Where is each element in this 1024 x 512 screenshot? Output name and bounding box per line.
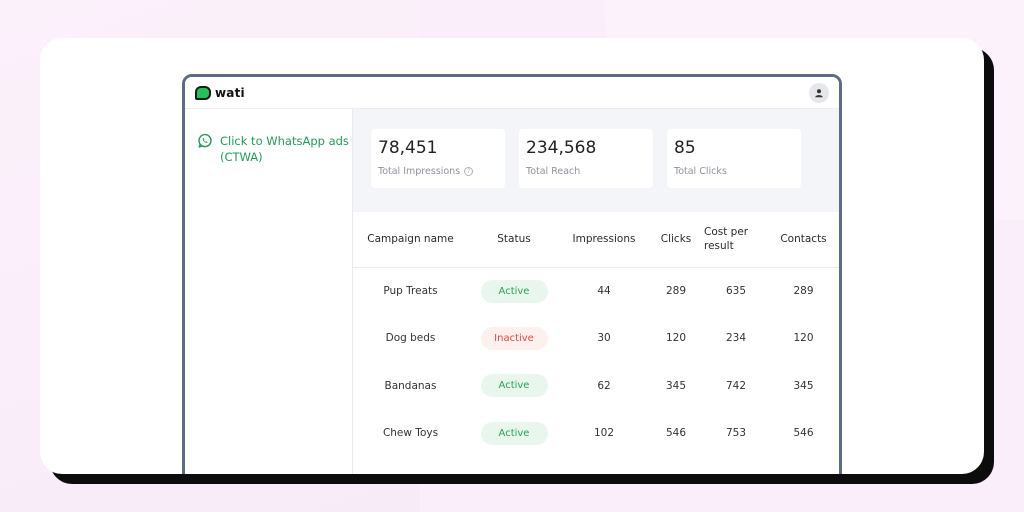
cell-clicks: 289	[665, 285, 687, 297]
stat-label: Total Clicks	[674, 166, 727, 177]
status-badge: Active	[480, 279, 548, 303]
col-header-contacts[interactable]: Contacts	[780, 233, 827, 246]
stat-card-impressions: 78,451 Total Impressions ?	[371, 129, 505, 188]
wati-logo[interactable]: wati	[195, 85, 245, 100]
cell-contacts: 546	[793, 427, 814, 440]
cell-campaign-name: Dog beds	[385, 332, 436, 345]
user-icon	[815, 88, 823, 97]
user-avatar[interactable]	[809, 82, 829, 103]
col-header-cost[interactable]: Cost per result	[704, 226, 749, 253]
app-window: wati Click to WhatsApp ads (CTWA)	[182, 74, 842, 474]
cell-impressions: 44	[597, 285, 611, 297]
info-icon[interactable]: ?	[464, 167, 474, 176]
table-row[interactable]: Chew Toys Active 102 546 753 546	[353, 410, 839, 458]
table-row[interactable]: Dog beds Inactive 30 120 234 120	[353, 315, 839, 363]
sidebar-item-label: Click to WhatsApp ads (CTWA)	[220, 134, 349, 164]
cell-campaign-name: Pup Treats	[383, 285, 438, 297]
cell-impressions: 62	[597, 379, 611, 392]
status-badge: Active	[480, 421, 548, 445]
cell-clicks: 546	[665, 427, 687, 440]
cell-campaign-name: Bandanas	[384, 379, 437, 392]
cell-contacts: 289	[793, 285, 814, 297]
sidebar: Click to WhatsApp ads (CTWA)	[185, 109, 353, 474]
col-header-impressions[interactable]: Impressions	[572, 233, 636, 246]
status-badge: Inactive	[480, 326, 548, 350]
stat-card-clicks: 85 Total Clicks	[667, 129, 801, 188]
preview-card: wati Click to WhatsApp ads (CTWA)	[40, 38, 984, 474]
cell-status: Active	[468, 362, 560, 410]
stat-value: 234,568	[526, 138, 597, 158]
whatsapp-icon	[198, 133, 212, 148]
stat-label: Total Impressions	[378, 166, 461, 177]
cell-contacts: 120	[793, 332, 814, 345]
col-header-status[interactable]: Status	[497, 233, 531, 246]
stat-label-wrapper: Total Impressions ?	[378, 166, 505, 177]
stat-value: 78,451	[378, 138, 438, 158]
cell-cost: 753	[725, 427, 747, 440]
cell-cost: 742	[725, 379, 747, 392]
stat-card-reach: 234,568 Total Reach	[519, 129, 653, 188]
stat-value: 85	[674, 138, 696, 158]
main-panel: 78,451 Total Impressions ? 234,568 Total…	[353, 109, 839, 474]
cell-campaign-name: Chew Toys	[382, 427, 439, 440]
col-header-campaign[interactable]: Campaign name	[367, 233, 454, 246]
cell-status: Active	[468, 267, 560, 315]
sidebar-item-ctwa[interactable]: Click to WhatsApp ads (CTWA)	[197, 133, 352, 165]
cell-status: Active	[468, 410, 560, 458]
logo-text: wati	[215, 85, 245, 100]
col-header-clicks[interactable]: Clicks	[660, 233, 692, 246]
chat-bubble-logo-icon	[195, 85, 211, 100]
table-header-row: Campaign name Status Impressions Clicks …	[353, 212, 839, 267]
table-row[interactable]: Pup Treats Active 44 289 635 289	[353, 267, 839, 315]
campaign-table: Campaign name Status Impressions Clicks …	[353, 212, 839, 457]
cell-clicks: 120	[665, 332, 687, 345]
cell-impressions: 30	[597, 332, 611, 345]
cell-cost: 635	[725, 285, 747, 297]
cell-status: Inactive	[468, 315, 560, 363]
top-bar: wati	[185, 77, 839, 109]
app-content: Click to WhatsApp ads (CTWA) 78,451 Tota…	[185, 109, 839, 474]
cell-clicks: 345	[665, 379, 687, 392]
cell-cost: 234	[725, 332, 747, 345]
stats-area: 78,451 Total Impressions ? 234,568 Total…	[353, 109, 839, 212]
cell-impressions: 102	[593, 427, 615, 440]
cell-contacts: 345	[793, 379, 814, 392]
status-badge: Active	[480, 374, 548, 398]
table-row[interactable]: Bandanas Active 62 345 742 345	[353, 362, 839, 410]
stat-label: Total Reach	[526, 166, 581, 177]
